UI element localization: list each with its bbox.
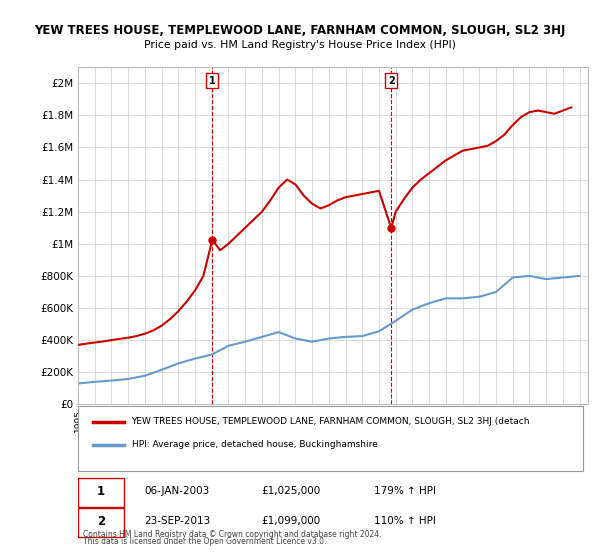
Text: 179% ↑ HPI: 179% ↑ HPI [374,486,436,496]
Text: 06-JAN-2003: 06-JAN-2003 [145,486,209,496]
Text: Contains HM Land Registry data © Crown copyright and database right 2024.: Contains HM Land Registry data © Crown c… [83,530,382,539]
Text: 2: 2 [388,76,395,86]
Text: 1: 1 [97,484,105,497]
Text: £1,025,000: £1,025,000 [262,486,321,496]
Text: 23-SEP-2013: 23-SEP-2013 [145,516,211,526]
Text: 110% ↑ HPI: 110% ↑ HPI [374,516,436,526]
Text: £1,099,000: £1,099,000 [262,516,321,526]
FancyBboxPatch shape [78,508,124,537]
Text: 1: 1 [209,76,215,86]
FancyBboxPatch shape [78,478,124,507]
FancyBboxPatch shape [78,406,583,471]
Text: This data is licensed under the Open Government Licence v3.0.: This data is licensed under the Open Gov… [83,537,326,546]
Text: YEW TREES HOUSE, TEMPLEWOOD LANE, FARNHAM COMMON, SLOUGH, SL2 3HJ (detach: YEW TREES HOUSE, TEMPLEWOOD LANE, FARNHA… [131,417,530,426]
Text: 2: 2 [97,515,105,528]
Text: HPI: Average price, detached house, Buckinghamshire: HPI: Average price, detached house, Buck… [131,440,377,449]
Text: YEW TREES HOUSE, TEMPLEWOOD LANE, FARNHAM COMMON, SLOUGH, SL2 3HJ: YEW TREES HOUSE, TEMPLEWOOD LANE, FARNHA… [34,24,566,36]
Text: Price paid vs. HM Land Registry's House Price Index (HPI): Price paid vs. HM Land Registry's House … [144,40,456,50]
